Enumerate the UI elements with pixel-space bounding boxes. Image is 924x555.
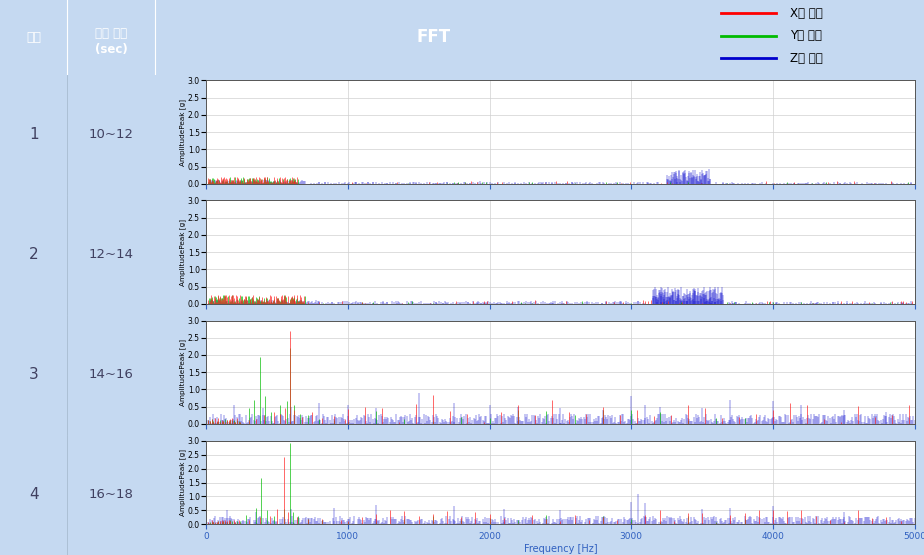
Text: Y축 방향: Y축 방향 <box>790 29 821 43</box>
Text: Frequency [Hz]: Frequency [Hz] <box>846 447 915 456</box>
Text: 측정 시간
(sec): 측정 시간 (sec) <box>95 27 128 57</box>
Y-axis label: AmplitudePeak [g]: AmplitudePeak [g] <box>179 99 187 165</box>
Text: 1: 1 <box>29 128 39 143</box>
Text: Z축 방향: Z축 방향 <box>790 52 822 65</box>
Text: 14~16: 14~16 <box>89 369 134 381</box>
Text: X축 방향: X축 방향 <box>790 7 822 20</box>
Text: 번호: 번호 <box>26 31 42 44</box>
Text: 16~18: 16~18 <box>89 488 134 502</box>
Text: Frequency [Hz]: Frequency [Hz] <box>846 326 915 336</box>
Text: 12~14: 12~14 <box>89 249 134 261</box>
X-axis label: Frequency [Hz]: Frequency [Hz] <box>524 544 597 554</box>
Text: 3: 3 <box>29 367 39 382</box>
Y-axis label: AmplitudePeak [g]: AmplitudePeak [g] <box>179 449 187 516</box>
Text: 10~12: 10~12 <box>89 128 134 142</box>
Text: 4: 4 <box>29 487 39 502</box>
Y-axis label: AmplitudePeak [g]: AmplitudePeak [g] <box>179 219 187 286</box>
Y-axis label: AmplitudePeak [g]: AmplitudePeak [g] <box>179 339 187 406</box>
Text: Frequency [Hz]: Frequency [Hz] <box>846 206 915 215</box>
Text: FFT: FFT <box>417 28 450 47</box>
Text: 2: 2 <box>29 248 39 263</box>
